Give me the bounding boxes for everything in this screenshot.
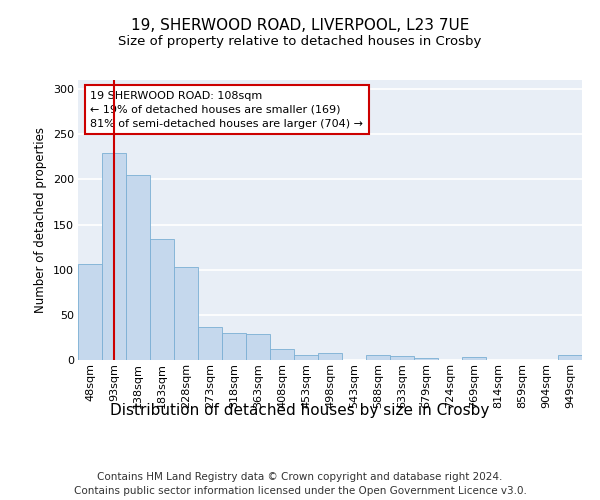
Bar: [150, 239, 174, 360]
Bar: [558, 356, 582, 360]
Text: Size of property relative to detached houses in Crosby: Size of property relative to detached ho…: [118, 35, 482, 48]
Bar: [366, 356, 390, 360]
Text: 19, SHERWOOD ROAD, LIVERPOOL, L23 7UE: 19, SHERWOOD ROAD, LIVERPOOL, L23 7UE: [131, 18, 469, 32]
Text: Contains HM Land Registry data © Crown copyright and database right 2024.
Contai: Contains HM Land Registry data © Crown c…: [74, 472, 526, 496]
Bar: [126, 175, 150, 360]
Bar: [462, 358, 486, 360]
Text: 19 SHERWOOD ROAD: 108sqm
← 19% of detached houses are smaller (169)
81% of semi-: 19 SHERWOOD ROAD: 108sqm ← 19% of detach…: [91, 91, 364, 129]
Bar: [246, 334, 270, 360]
Bar: [174, 267, 198, 360]
Bar: [318, 353, 342, 360]
Bar: [390, 356, 414, 360]
Text: Distribution of detached houses by size in Crosby: Distribution of detached houses by size …: [110, 402, 490, 417]
Bar: [414, 358, 438, 360]
Bar: [294, 356, 318, 360]
Bar: [198, 328, 222, 360]
Bar: [222, 333, 246, 360]
Bar: [270, 349, 294, 360]
Bar: [78, 264, 102, 360]
Y-axis label: Number of detached properties: Number of detached properties: [34, 127, 47, 313]
Bar: [102, 153, 126, 360]
